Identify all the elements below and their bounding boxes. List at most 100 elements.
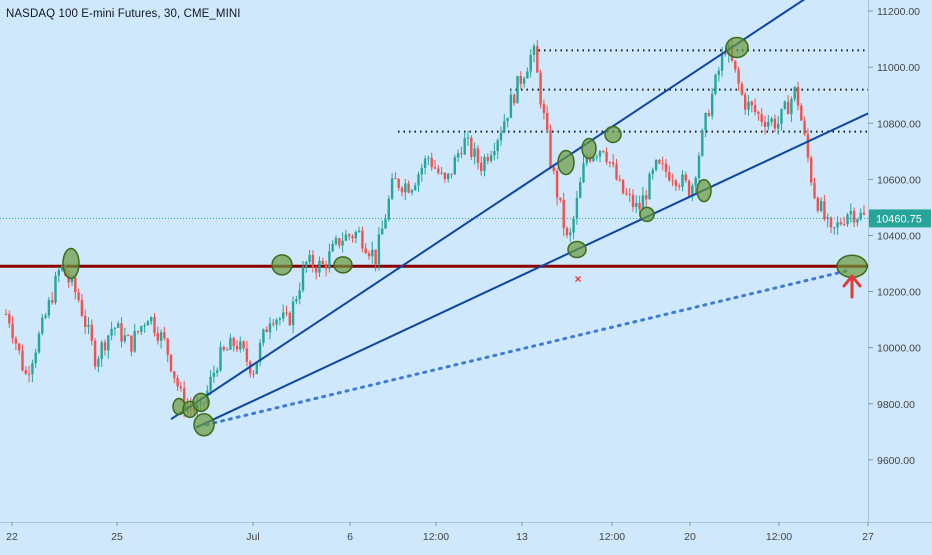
- candle-body: [856, 219, 859, 223]
- candle-body: [443, 172, 447, 180]
- candle-body: [450, 173, 453, 175]
- candle-body: [483, 156, 486, 172]
- candle-body: [684, 174, 687, 181]
- candle-body: [278, 318, 282, 320]
- candle-body: [173, 371, 176, 378]
- candle-body: [8, 314, 11, 324]
- candle-body: [262, 329, 265, 344]
- candle-body: [536, 45, 539, 73]
- candle-body: [328, 251, 331, 269]
- candle-body: [367, 253, 371, 257]
- candle-body: [54, 275, 57, 303]
- candle-body: [18, 343, 21, 351]
- x-tick-label: 6: [347, 531, 353, 543]
- candle-body: [130, 335, 133, 352]
- highlight-marker: [581, 137, 597, 160]
- candle-body: [460, 153, 463, 155]
- candle-body: [394, 178, 397, 180]
- candle-body: [565, 228, 569, 236]
- candle-body: [4, 313, 8, 315]
- y-tick-label: 11000.00: [877, 62, 920, 74]
- candle-body: [357, 230, 361, 233]
- candle-body: [324, 264, 328, 269]
- candle-body: [555, 171, 559, 198]
- candle-body: [678, 185, 681, 187]
- candle-body: [569, 232, 572, 236]
- candle-body: [14, 338, 18, 344]
- candle-body: [773, 118, 777, 129]
- highlight-marker: [192, 392, 210, 413]
- x-tick-label: 22: [6, 531, 18, 543]
- candle-body: [852, 211, 856, 223]
- last-price-label: 10460.75: [876, 213, 922, 225]
- candle-body: [397, 178, 400, 189]
- y-tick-label: 10400.00: [877, 230, 921, 242]
- candle-body: [829, 217, 833, 228]
- up-arrow-head: [842, 274, 862, 288]
- candle-body: [404, 183, 407, 193]
- candle-body: [97, 358, 100, 367]
- candle-body: [506, 117, 509, 122]
- candle-body: [671, 180, 674, 182]
- y-tick-label: 10600.00: [877, 174, 921, 186]
- candle-body: [143, 325, 146, 327]
- candle-body: [747, 101, 750, 110]
- candle-body: [146, 321, 150, 326]
- candle-body: [354, 232, 357, 239]
- y-tick-label: 10000.00: [877, 343, 921, 355]
- candle-body: [133, 331, 136, 352]
- candle-body: [496, 140, 499, 152]
- candle-body: [371, 249, 374, 257]
- candle-body: [476, 148, 480, 163]
- candle-body: [176, 377, 179, 387]
- candle-body: [687, 180, 691, 197]
- up-arrow: [842, 274, 862, 299]
- candle-body: [80, 300, 84, 316]
- x-tick-label: 20: [684, 531, 696, 543]
- candle-body: [351, 236, 354, 239]
- candle-body: [338, 238, 341, 246]
- candle-body: [516, 75, 519, 104]
- y-tick-label: 9600.00: [877, 455, 915, 467]
- candle-body: [800, 105, 803, 121]
- trend-line: [195, 112, 869, 429]
- candle-body: [526, 71, 529, 79]
- candle-body: [843, 224, 846, 226]
- candle-body: [648, 173, 651, 200]
- candle-body: [423, 158, 427, 169]
- x-tick-label: 13: [516, 531, 528, 543]
- candle-body: [654, 159, 658, 170]
- candle-body: [24, 370, 27, 374]
- candle-body: [790, 98, 793, 115]
- candle-body: [255, 361, 258, 374]
- highlight-marker: [567, 240, 587, 259]
- candle-body: [503, 121, 506, 133]
- candle-body: [123, 335, 126, 342]
- candle-body: [819, 201, 823, 211]
- candle-body: [572, 218, 575, 233]
- candle-body: [110, 328, 113, 336]
- candle-body: [433, 167, 437, 169]
- candle-body: [51, 300, 54, 303]
- candle-body: [658, 159, 661, 164]
- candle-body: [770, 118, 773, 122]
- candle-body: [341, 240, 344, 246]
- candle-body: [836, 222, 839, 228]
- candle-body: [315, 267, 318, 273]
- candle-body: [361, 230, 364, 249]
- candle-body: [625, 193, 628, 195]
- candle-body: [31, 363, 34, 375]
- candle-body: [308, 255, 311, 262]
- candle-body: [697, 155, 701, 179]
- candle-body: [113, 327, 117, 329]
- candle-body: [810, 157, 813, 183]
- candle-body: [377, 234, 381, 265]
- candle-body: [107, 335, 110, 351]
- candle-body: [291, 301, 295, 326]
- candle-body: [34, 352, 37, 364]
- x-marker: ×: [574, 272, 581, 286]
- candle-body: [212, 372, 216, 377]
- candle-body: [414, 185, 417, 191]
- candle-body: [691, 185, 694, 197]
